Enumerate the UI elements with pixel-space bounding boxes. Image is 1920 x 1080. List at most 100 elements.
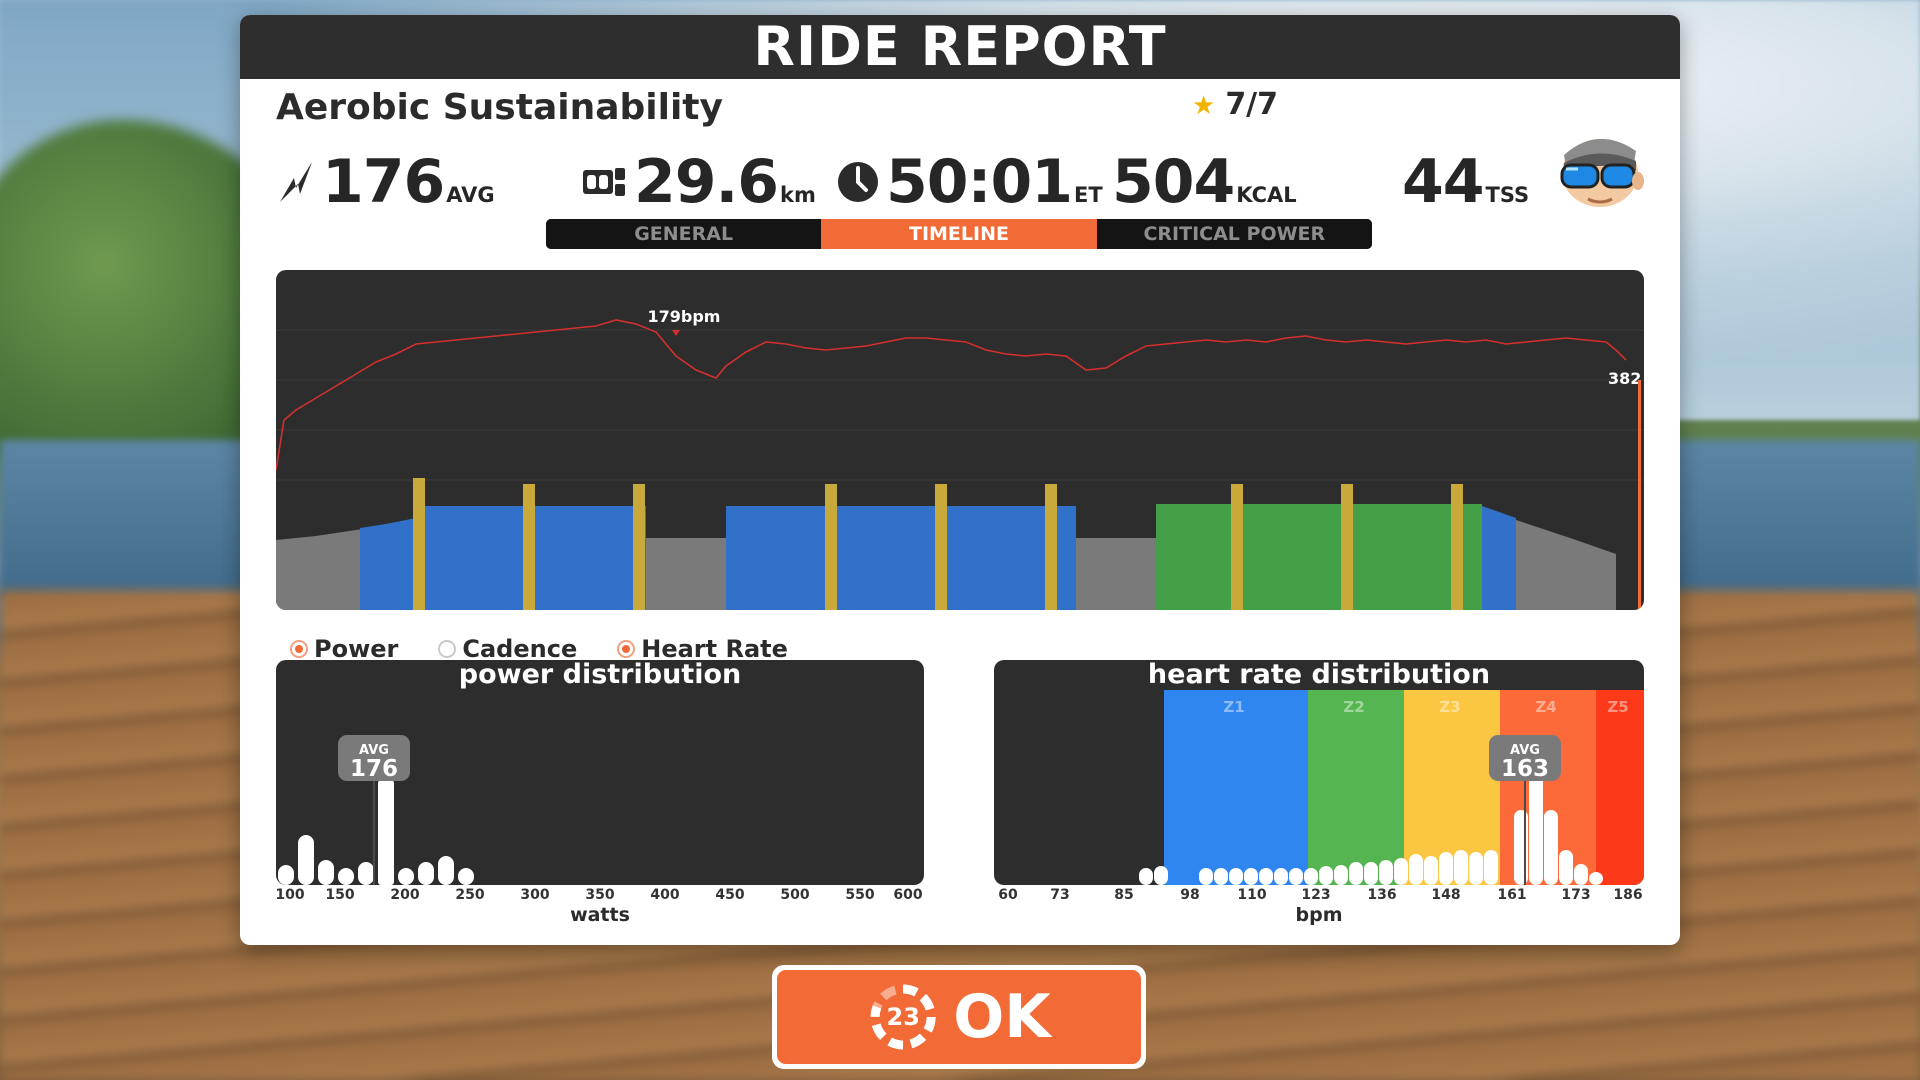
power-avg-value: 176: [350, 756, 398, 782]
zone-z4-label: Z4: [1535, 698, 1556, 716]
countdown-value: 23: [886, 1003, 920, 1031]
hr-distribution-chart: Z1 Z2 Z3 Z4 Z5: [994, 660, 1644, 885]
recovery-block-1: [646, 538, 726, 610]
zone-z1: [1164, 690, 1308, 885]
hr-tick: 98: [1180, 887, 1200, 903]
cooldown-power-area: [1516, 520, 1616, 610]
power-distribution-svg: AVG 176: [278, 735, 474, 885]
power-avg-label: AVG: [359, 743, 389, 758]
zone-z5: [1596, 690, 1644, 885]
legend-cadence-label: Cadence: [462, 635, 578, 663]
timeline-end-label: 382: [1608, 369, 1641, 388]
countdown-ring-icon: [870, 984, 936, 1050]
power-unit: AVG: [446, 183, 495, 207]
zone-z1-label: Z1: [1223, 698, 1244, 716]
tss-value: 44: [1402, 147, 1484, 217]
power-tick: 200: [390, 887, 420, 903]
power-axis-label: watts: [570, 904, 630, 926]
zone-z3-label: Z3: [1439, 698, 1460, 716]
ride-report-panel: RIDE REPORT Aerobic Sustainability ★ 7/7 …: [240, 15, 1680, 945]
hr-avg-value: 163: [1501, 756, 1549, 782]
rating-value: 7/7: [1225, 87, 1279, 122]
odometer-icon: [582, 164, 628, 200]
hr-tick: 186: [1613, 887, 1643, 903]
countdown-timer: 23: [867, 981, 939, 1053]
power-icon: [276, 158, 316, 206]
power-tick: 150: [325, 887, 355, 903]
panel-title: RIDE REPORT: [240, 15, 1680, 79]
report-tabs: GENERAL TIMELINE CRITICAL POWER: [546, 219, 1372, 249]
hr-peak-marker: [672, 330, 680, 336]
energy-value: 504: [1112, 147, 1235, 217]
workout-rating: ★ 7/7: [1192, 87, 1278, 122]
distance-unit: km: [780, 183, 816, 207]
zone-z5-label: Z5: [1607, 698, 1628, 716]
recovery-block-2: [1076, 538, 1156, 610]
workout-name: Aerobic Sustainability: [276, 87, 723, 128]
energy-unit: KCAL: [1236, 183, 1297, 207]
power-tick: 400: [650, 887, 680, 903]
tab-critical-power[interactable]: CRITICAL POWER: [1096, 219, 1372, 249]
tab-general[interactable]: GENERAL: [546, 219, 822, 249]
hr-tick: 173: [1561, 887, 1591, 903]
hr-tick: 110: [1237, 887, 1267, 903]
power-tick: 250: [455, 887, 485, 903]
power-tick: 500: [780, 887, 810, 903]
hr-tick: 136: [1367, 887, 1397, 903]
hr-axis-label: bpm: [1295, 904, 1343, 926]
star-icon: ★: [1192, 91, 1216, 121]
radio-cadence[interactable]: [438, 640, 457, 658]
heart-rate-line: [276, 319, 1627, 471]
time-stat: 50:01 ET: [836, 147, 1103, 217]
interval-block-3: [1156, 504, 1482, 610]
tss-unit: TSS: [1485, 183, 1530, 207]
legend-cadence[interactable]: Cadence: [438, 635, 577, 663]
legend-power[interactable]: Power: [290, 635, 398, 663]
energy-stat: 504 KCAL: [1112, 147, 1297, 217]
power-axis-ticks: 100 150 200 250 300 350 400 450 500 550 …: [275, 887, 924, 905]
cooldown-ramp-area: [1482, 506, 1521, 610]
legend-heart-rate-label: Heart Rate: [641, 635, 788, 663]
radio-power[interactable]: [290, 640, 308, 658]
tss-stat: 44 TSS: [1402, 147, 1529, 217]
hr-tick: 60: [998, 887, 1018, 903]
clock-icon: [836, 160, 880, 204]
radio-heart-rate[interactable]: [617, 640, 636, 658]
power-value: 176: [322, 147, 445, 217]
hr-tick: 85: [1114, 887, 1134, 903]
ok-button[interactable]: 23 OK: [772, 965, 1146, 1069]
zone-z2: [1308, 690, 1404, 885]
zone-z2-label: Z2: [1343, 698, 1364, 716]
hr-avg-badge: [1489, 735, 1561, 781]
chart-legend: Power Cadence Heart Rate: [290, 635, 788, 663]
hr-distribution: Z1 Z2 Z3 Z4 Z5: [994, 660, 1644, 926]
power-stat: 176 AVG: [276, 147, 495, 217]
power-tick: 100: [275, 887, 305, 903]
ok-button-face[interactable]: 23 OK: [777, 970, 1141, 1064]
hr-tick: 161: [1497, 887, 1527, 903]
hr-histogram: [1139, 770, 1603, 885]
tab-timeline[interactable]: TIMELINE: [821, 219, 1097, 249]
power-tick: 550: [845, 887, 875, 903]
power-histogram: [278, 780, 474, 885]
power-distribution-chart: power distribution AVG 176: [276, 660, 924, 885]
power-distribution: power distribution AVG 176: [275, 660, 924, 926]
time-value: 50:01: [886, 147, 1073, 217]
power-distribution-title: power distribution: [458, 660, 742, 690]
legend-power-label: Power: [314, 635, 399, 663]
hr-peak-label: 179bpm: [648, 307, 721, 326]
time-unit: ET: [1074, 183, 1103, 207]
ok-button-label: OK: [953, 982, 1051, 1052]
legend-heart-rate[interactable]: Heart Rate: [617, 635, 788, 663]
timeline-svg: 179bpm 382: [276, 307, 1644, 610]
avatar: [1548, 115, 1648, 215]
current-position-marker: [1638, 380, 1641, 610]
zone-z3: [1404, 690, 1500, 885]
distance-stat: 29.6 km: [582, 147, 816, 217]
hr-distribution-svg: Z1 Z2 Z3 Z4 Z5: [1139, 690, 1644, 885]
hr-avg-label: AVG: [1510, 743, 1540, 758]
power-tick: 600: [893, 887, 923, 903]
hr-axis-ticks: 60 73 85 98 110 123 136 148 161 173 186: [994, 887, 1644, 905]
timeline-chart: 179bpm 382: [276, 270, 1644, 610]
interval-block-2: [726, 506, 1076, 610]
